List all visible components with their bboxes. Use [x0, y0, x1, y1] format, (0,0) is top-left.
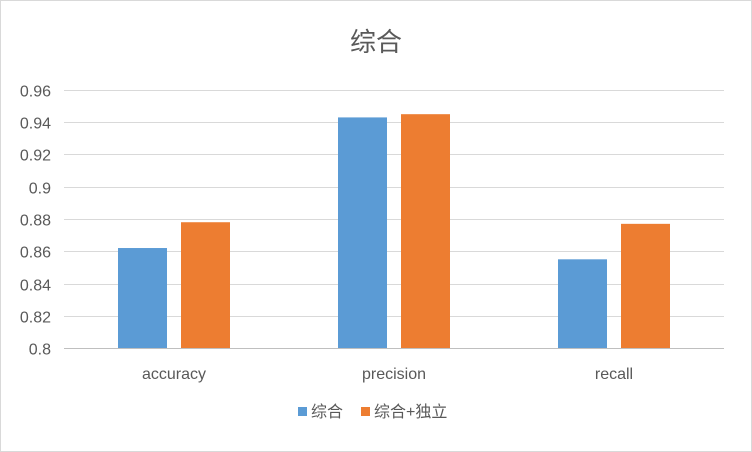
x-axis-categories: accuracy precision recall: [142, 366, 633, 383]
y-tick-label: 0.96: [20, 84, 51, 101]
legend: 综合 综合+独立: [298, 403, 447, 421]
y-tick-label: 0.84: [20, 278, 51, 295]
bar-recall-series-0: [558, 259, 607, 348]
chart-title: 综合: [350, 27, 402, 57]
bar-precision-series-0: [338, 117, 387, 348]
y-tick-label: 0.82: [20, 310, 51, 327]
bars: [118, 114, 670, 348]
y-tick-label: 0.94: [20, 116, 51, 133]
x-category-label: precision: [362, 366, 426, 383]
bar-accuracy-series-0: [118, 248, 167, 348]
y-tick-label: 0.86: [20, 245, 51, 262]
x-category-label: recall: [595, 366, 633, 383]
legend-swatch: [361, 407, 370, 416]
x-category-label: accuracy: [142, 366, 206, 383]
y-axis-ticks: 0.8 0.82 0.84 0.86 0.88 0.9 0.92 0.94 0.96: [20, 84, 51, 359]
bar-precision-series-1: [401, 114, 450, 348]
y-tick-label: 0.9: [29, 181, 51, 198]
legend-label: 综合: [311, 403, 343, 421]
legend-label: 综合+独立: [374, 403, 447, 421]
y-tick-label: 0.92: [20, 148, 51, 165]
y-tick-label: 0.8: [29, 342, 51, 359]
bar-recall-series-1: [621, 223, 670, 348]
y-tick-label: 0.88: [20, 213, 51, 230]
bar-accuracy-series-1: [181, 222, 230, 348]
legend-swatch: [298, 407, 307, 416]
gridlines: [64, 90, 724, 349]
